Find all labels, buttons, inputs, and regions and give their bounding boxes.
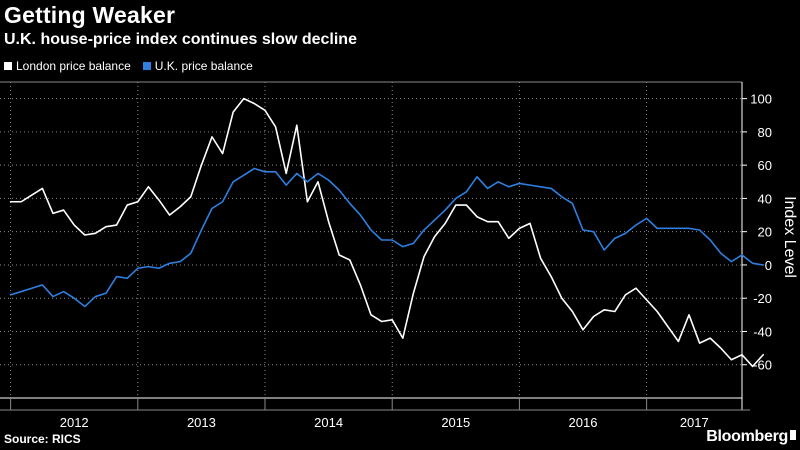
chart-subtitle: U.K. house-price index continues slow de… [4, 31, 357, 48]
legend-swatch-uk [142, 62, 151, 70]
legend-item-london: London price balance [4, 59, 131, 73]
y-tick-label: 0 [765, 258, 772, 273]
source-note: Source: RICS [4, 432, 81, 446]
series-layer [9, 97, 765, 368]
x-tick-label: 2015 [441, 415, 470, 430]
y-tick-label: 100 [750, 92, 772, 107]
x-tick-label: 2013 [187, 415, 216, 430]
grid-layer [0, 81, 742, 398]
y-tick-label: 40 [758, 191, 772, 206]
legend-label-london: London price balance [16, 59, 131, 73]
y-tick-label: -20 [753, 291, 772, 306]
legend-item-uk: U.K. price balance [142, 59, 253, 73]
y-tick-label: 20 [758, 225, 772, 240]
legend-swatch-london [4, 62, 12, 70]
x-tick-label: 2016 [569, 415, 598, 430]
uk-price-balance-line [9, 167, 765, 308]
x-tick-label: 2017 [680, 415, 709, 430]
y-tick-label: -60 [753, 358, 772, 373]
y-tick-label: 60 [758, 158, 772, 173]
london-price-balance-line [9, 97, 765, 368]
y-tick-label: -40 [753, 324, 772, 339]
axis-layer: 100 80 60 40 20 0 -20 -40 -60 2012 2013 2014 2015 201… [0, 82, 772, 430]
legend-label-uk: U.K. price balance [154, 59, 253, 73]
x-tick-label: 2014 [314, 415, 343, 430]
legend: London price balance U.K. price balance [4, 59, 265, 73]
brand-mark-icon [790, 430, 796, 440]
brand-name: Bloomberg [706, 428, 788, 445]
bloomberg-logo: Bloomberg [706, 428, 796, 446]
y-tick-label: 80 [758, 125, 772, 140]
chart-title: Getting Weaker [4, 2, 176, 28]
y-axis-label: Index Level [781, 196, 798, 278]
x-tick-label: 2012 [60, 415, 89, 430]
